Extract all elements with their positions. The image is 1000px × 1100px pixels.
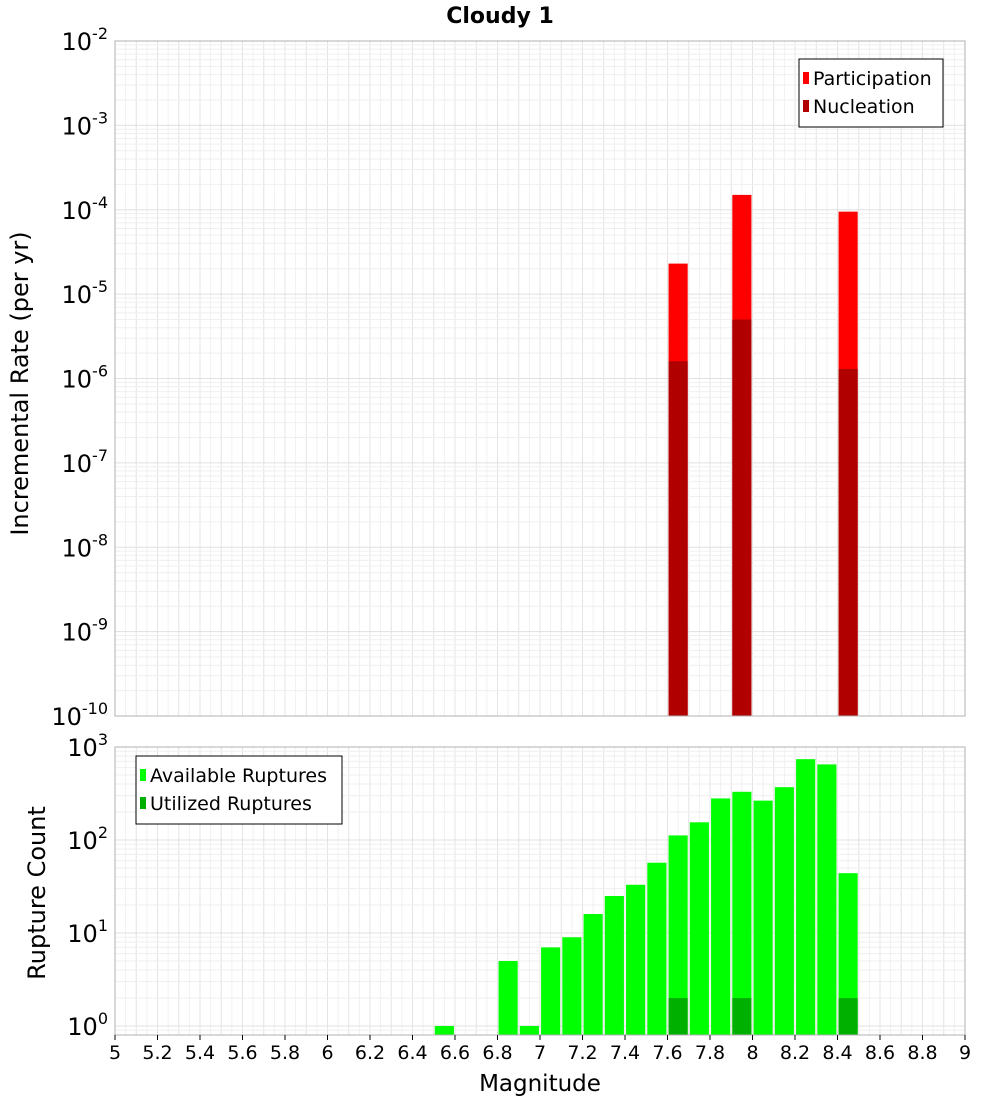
count-xtick-label: 5.8: [270, 1042, 300, 1064]
rate-legend-label: Participation: [813, 68, 932, 90]
count-legend-box: [135, 755, 343, 825]
count-legend-label: Available Ruptures: [150, 765, 327, 787]
rate-ytick-label: 10-5: [62, 277, 109, 309]
rate-legend-label: Nucleation: [813, 96, 915, 118]
count-legend: Available Ruptures Utilized Ruptures: [135, 755, 343, 825]
rate-legend-swatch: [803, 72, 809, 84]
count-bar-available-ruptures: [817, 764, 837, 1035]
count-bar-available-ruptures: [498, 960, 518, 1035]
rate-ytick-label: 10-9: [62, 615, 109, 647]
count-xtick-label: 8.4: [822, 1042, 852, 1064]
count-bar-available-ruptures: [647, 862, 667, 1035]
count-xtick-label: 6.2: [355, 1042, 385, 1064]
rate-ytick-label: 10-4: [62, 193, 109, 225]
count-bar-available-ruptures: [604, 895, 624, 1035]
count-xtick-label: 8.8: [907, 1042, 937, 1064]
count-bar-available-ruptures: [519, 1025, 539, 1035]
count-xlabel: Magnitude: [479, 1071, 601, 1097]
count-ytick-label: 103: [67, 730, 108, 762]
count-xtick-label: 5: [109, 1042, 121, 1064]
count-xtick-label: 7: [534, 1042, 546, 1064]
count-bar-available-ruptures: [541, 947, 561, 1035]
rate-plot-frame: [114, 40, 966, 717]
rate-bar-nucleation: [668, 361, 688, 716]
rate-ytick-label: 10-6: [62, 362, 109, 394]
count-xtick-label: 6.8: [482, 1042, 512, 1064]
count-bar-available-ruptures: [626, 884, 646, 1035]
count-xtick-label: 7.2: [567, 1042, 597, 1064]
count-xtick-label: 5.4: [185, 1042, 215, 1064]
rate-ytick-label: 10-8: [62, 530, 109, 562]
count-bar-available-ruptures: [583, 914, 603, 1035]
rate-ytick-label: 10-7: [62, 446, 109, 478]
rate-ytick-label: 10-2: [62, 24, 109, 56]
count-xtick-label: 7.8: [695, 1042, 725, 1064]
count-bar-available-ruptures: [753, 800, 773, 1035]
count-bar-available-ruptures: [711, 798, 731, 1035]
rate-grid: [114, 40, 966, 717]
count-ylabel: Rupture Count: [23, 806, 51, 980]
count-xtick-label: 6.6: [440, 1042, 470, 1064]
rate-legend-box: [798, 58, 944, 128]
chart-title: Cloudy 1: [446, 4, 554, 29]
count-bar-available-ruptures: [774, 787, 794, 1035]
count-xtick-label: 9: [959, 1042, 971, 1064]
count-xtick-label: 6.4: [397, 1042, 427, 1064]
count-ytick-label: 100: [67, 1009, 108, 1041]
rate-ylabel: Incremental Rate (per yr): [6, 231, 34, 535]
count-xtick-label: 6: [321, 1042, 333, 1064]
count-bar-utilized-ruptures: [668, 997, 688, 1035]
rate-bar-nucleation: [732, 319, 752, 716]
count-xtick-label: 8: [746, 1042, 758, 1064]
rate-ytick-label: 10-10: [51, 699, 108, 731]
count-xtick-label: 8.6: [865, 1042, 895, 1064]
count-xtick-label: 5.6: [227, 1042, 257, 1064]
count-bar-available-ruptures: [689, 822, 709, 1035]
count-ytick-label: 102: [67, 823, 108, 855]
count-legend-swatch: [140, 769, 146, 781]
count-bar-available-ruptures: [838, 873, 858, 1035]
count-xtick-label: 5.2: [142, 1042, 172, 1064]
count-bar-available-ruptures: [668, 835, 688, 1035]
count-xtick-label: 7.6: [652, 1042, 682, 1064]
rate-legend: Participation Nucleation: [798, 58, 944, 128]
count-ytick-label: 101: [67, 916, 108, 948]
count-xtick-label: 7.4: [610, 1042, 640, 1064]
count-xtick-label: 8.2: [780, 1042, 810, 1064]
count-bar-available-ruptures: [562, 937, 582, 1035]
count-legend-swatch: [140, 797, 146, 809]
count-bar-available-ruptures: [732, 791, 752, 1035]
count-legend-label: Utilized Ruptures: [150, 793, 312, 815]
count-bar-available-ruptures: [796, 759, 816, 1035]
count-bar-available-ruptures: [434, 1025, 454, 1035]
rate-legend-swatch: [803, 100, 809, 112]
count-bar-utilized-ruptures: [732, 997, 752, 1035]
rate-ytick-label: 10-3: [62, 108, 109, 140]
rate-bar-nucleation: [838, 368, 858, 716]
count-bar-utilized-ruptures: [838, 997, 858, 1035]
